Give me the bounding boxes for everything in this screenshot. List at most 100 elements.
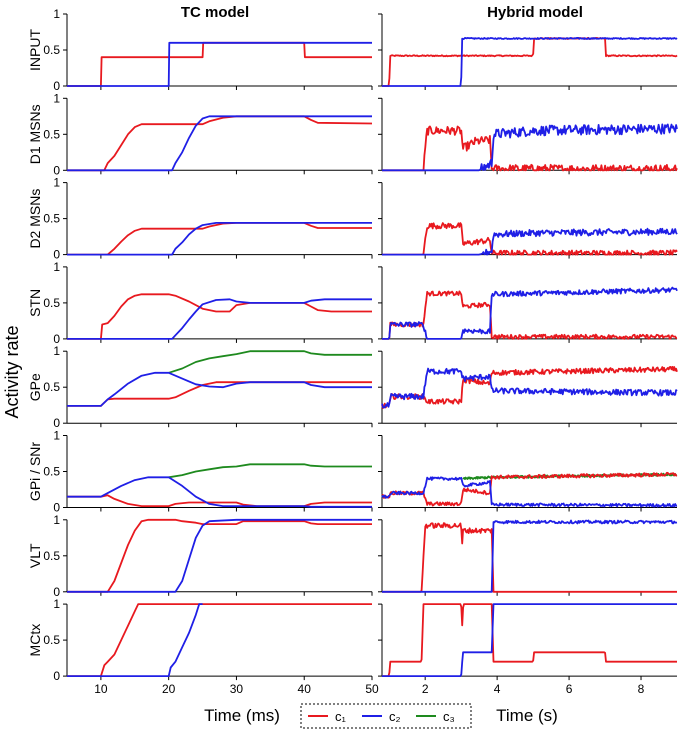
y-tick-label-gpi-snr: 0.5 xyxy=(43,465,60,479)
tc-series-c1-gpe xyxy=(67,381,372,407)
panel-label-input: INPUT xyxy=(27,29,43,71)
y-tick-label-stn: 0 xyxy=(53,332,60,346)
legend-label-c3: c₃ xyxy=(443,709,455,724)
y-tick-label-d1-msns: 0.5 xyxy=(43,127,60,141)
hybrid-panel-stn xyxy=(378,266,678,343)
tc-series-c2-mctx xyxy=(67,603,203,677)
hybrid-series-c2-d2-msns xyxy=(382,227,678,256)
tc-series-c2-d1-msns xyxy=(67,115,372,172)
legend: c₁ c₂ c₃ xyxy=(300,703,472,729)
left-title: TC model xyxy=(181,4,249,21)
hybrid-x-tick-label: 2 xyxy=(422,682,429,696)
hybrid-panel-mctx: 2 4 6 8 xyxy=(378,603,677,696)
legend-box xyxy=(300,703,472,729)
hybrid-panel-gpe xyxy=(378,350,678,428)
panel-label-gpe: GPe xyxy=(27,373,43,401)
hybrid-series-c2-stn xyxy=(382,286,678,340)
y-tick-label-input: 0 xyxy=(53,79,60,93)
hybrid-series-c2-gpe xyxy=(381,367,678,409)
tc-series-c2-gpi-snr xyxy=(67,476,372,508)
hybrid-series-c1-d2-msns xyxy=(382,222,678,256)
panel-label-vlt: VLT xyxy=(27,543,43,568)
y-tick-label-mctx: 1 xyxy=(53,597,60,611)
hybrid-series-c1-input xyxy=(382,37,678,87)
tc-panel-gpe: 00.51 xyxy=(43,344,373,430)
tc-panel-stn: 00.51 xyxy=(43,260,373,346)
tc-x-tick-label: 50 xyxy=(365,682,379,696)
y-tick-label-mctx: 0 xyxy=(53,669,60,683)
hybrid-series-c2-mctx xyxy=(382,603,677,677)
right-title: Hybrid model xyxy=(487,4,583,21)
y-tick-label-gpi-snr: 0 xyxy=(53,501,60,515)
tc-series-c2-stn xyxy=(67,298,372,340)
tc-panel-d2-msns: 00.51 xyxy=(43,176,373,262)
y-tick-label-gpi-snr: 1 xyxy=(53,429,60,443)
tc-panel-gpi-snr: 00.51 xyxy=(43,429,373,515)
hybrid-series-c2-input xyxy=(382,37,678,87)
y-tick-label-gpe: 1 xyxy=(53,344,60,358)
hybrid-series-c1-gpi-snr xyxy=(381,471,678,507)
tc-series-c2-d2-msns xyxy=(67,222,372,256)
tc-series-c1-vlt xyxy=(67,518,372,593)
panel-label-mctx: MCtx xyxy=(27,624,43,657)
tc-x-tick-label: 30 xyxy=(230,682,244,696)
y-tick-label-d2-msns: 0 xyxy=(53,248,60,262)
hybrid-series-c1-vlt xyxy=(382,522,677,593)
tc-panel-mctx: 0 0.5 1 10 20 30 40 50 xyxy=(43,597,379,696)
hybrid-series-c2-gpi-snr xyxy=(381,476,678,508)
hybrid-series-c1-stn xyxy=(382,290,678,340)
y-tick-label-input: 1 xyxy=(53,7,60,21)
y-tick-label-input: 0.5 xyxy=(43,43,60,57)
tc-series-c1-mctx xyxy=(67,603,372,677)
tc-series-c1-stn xyxy=(67,293,372,340)
tc-series-c1-d2-msns xyxy=(67,222,372,256)
y-axis-label: Activity rate xyxy=(2,325,22,418)
right-x-axis-label: Time (s) xyxy=(496,706,558,725)
legend-label-c1: c₁ xyxy=(335,709,347,724)
y-tick-label-d2-msns: 0.5 xyxy=(43,212,60,226)
tc-series-c3-gpi-snr xyxy=(168,463,372,479)
tc-series-c2-gpe xyxy=(67,371,372,407)
y-tick-label-stn: 0.5 xyxy=(43,296,60,310)
hybrid-series-c1-gpe xyxy=(381,366,678,409)
y-tick-label-d2-msns: 1 xyxy=(53,176,60,190)
panel-label-stn: STN xyxy=(27,289,43,317)
y-tick-label-mctx: 0.5 xyxy=(43,633,60,647)
tc-series-c1-input xyxy=(67,41,372,87)
hybrid-series-c1-d1-msns xyxy=(382,125,678,172)
hybrid-series-c2-d1-msns xyxy=(382,123,678,172)
hybrid-panel-d2-msns xyxy=(378,182,678,259)
left-x-axis-label: Time (ms) xyxy=(204,706,280,725)
tc-series-c1-d1-msns xyxy=(67,115,373,172)
tc-series-c1-gpi-snr xyxy=(67,494,372,507)
y-tick-label-vlt: 0.5 xyxy=(43,549,60,563)
tc-series-c3-gpe xyxy=(168,350,372,374)
tc-series-c2-input xyxy=(67,41,372,87)
hybrid-panel-input xyxy=(378,13,678,90)
hybrid-panel-d1-msns xyxy=(378,97,678,175)
hybrid-x-tick-label: 8 xyxy=(638,682,645,696)
panel-label-d2-msns: D2 MSNs xyxy=(27,189,43,249)
tc-x-tick-label: 10 xyxy=(94,682,108,696)
y-tick-label-vlt: 0 xyxy=(53,585,60,599)
tc-series-c2-vlt xyxy=(67,518,372,593)
hybrid-series-c1-mctx xyxy=(382,603,677,677)
y-tick-label-stn: 1 xyxy=(53,260,60,274)
tc-panel-input: 00.51 xyxy=(43,7,373,93)
tc-panel-d1-msns: 00.51 xyxy=(43,91,373,177)
y-tick-label-gpe: 0.5 xyxy=(43,380,60,394)
hybrid-x-tick-label: 4 xyxy=(494,682,501,696)
panel-label-d1-msns: D1 MSNs xyxy=(27,104,43,164)
legend-label-c2: c₂ xyxy=(389,709,401,724)
tc-x-tick-label: 20 xyxy=(162,682,176,696)
hybrid-x-tick-label: 6 xyxy=(566,682,573,696)
tc-x-tick-label: 40 xyxy=(298,682,312,696)
hybrid-panel-gpi-snr xyxy=(378,435,678,512)
y-tick-label-d1-msns: 1 xyxy=(53,91,60,105)
y-tick-label-gpe: 0 xyxy=(53,416,60,430)
tc-panel-vlt: 00.51 xyxy=(43,513,373,599)
y-tick-label-d1-msns: 0 xyxy=(53,163,60,177)
panel-label-gpi-snr: GPi / SNr xyxy=(27,442,43,501)
